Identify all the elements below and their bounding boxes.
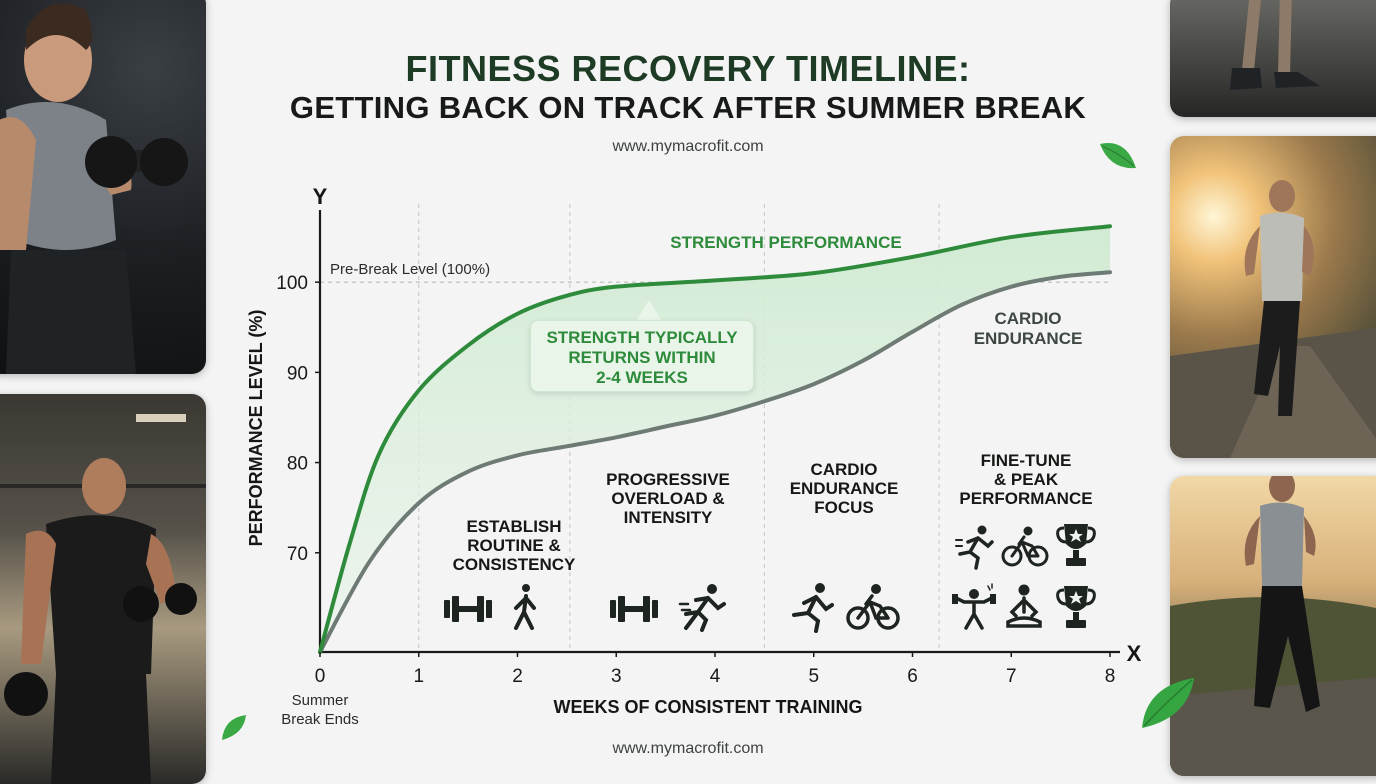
- photo-woman-running-sunset: [1170, 136, 1376, 458]
- x-tick-note-line2: Break Ends: [281, 711, 359, 728]
- phase-2-line-1: PROGRESSIVE: [606, 470, 730, 489]
- phase-1-line-2: ROUTINE &: [467, 536, 561, 555]
- walking-icon: [514, 584, 536, 630]
- phase-2-line-2: OVERLOAD &: [611, 489, 725, 508]
- phase-4-line-3: PERFORMANCE: [959, 489, 1093, 508]
- y-tick-label: 70: [287, 544, 308, 565]
- callout-line-3: 2-4 WEEKS: [596, 368, 688, 387]
- website-url-top: www.mymacrofit.com: [612, 138, 764, 155]
- y-tick-label: 100: [276, 273, 308, 294]
- callout-pointer: [637, 300, 661, 320]
- leaf-icon: [222, 715, 246, 740]
- phase-4-line-2: & PEAK: [993, 470, 1059, 489]
- website-url-bottom: www.mymacrofit.com: [612, 740, 764, 757]
- phase-3-line-3: FOCUS: [814, 498, 874, 517]
- x-tick-label: 4: [710, 666, 721, 687]
- strength-performance-line: [318, 224, 1112, 654]
- trophy-icon: [1056, 586, 1096, 628]
- strength-callout: STRENGTH TYPICALLY RETURNS WITHIN 2-4 WE…: [530, 320, 754, 392]
- y-axis-label: PERFORMANCE LEVEL (%): [246, 310, 266, 547]
- x-tick-label: 1: [413, 666, 424, 687]
- phase-label-3: CARDIO ENDURANCE FOCUS: [744, 460, 944, 517]
- x-tick-label: 8: [1105, 666, 1116, 687]
- cycling-icon: [846, 584, 900, 630]
- x-tick-note-line1: Summer: [292, 692, 349, 709]
- x-tick-label: 3: [611, 666, 622, 687]
- leaf-icon: [1142, 678, 1194, 728]
- cardio-series-label-line1: CARDIO: [994, 309, 1061, 328]
- phase-label-2: PROGRESSIVE OVERLOAD & INTENSITY: [568, 470, 768, 527]
- phase-3-line-2: ENDURANCE: [789, 479, 899, 498]
- reference-line-label: Pre-Break Level (100%): [330, 261, 490, 278]
- phase-label-4: FINE-TUNE & PEAK PERFORMANCE: [926, 451, 1126, 508]
- chart-subtitle: GETTING BACK ON TRACK AFTER SUMMER BREAK: [289, 90, 1087, 125]
- weightlifting-icon: [952, 583, 996, 630]
- woman-running-road-illustration: [1170, 180, 1376, 458]
- y-tick-label: 80: [287, 454, 308, 475]
- x-tick-label: 7: [1006, 666, 1017, 687]
- running-icon: [792, 583, 834, 633]
- cycling-icon: [1001, 526, 1049, 567]
- photo-woman-running-trail: [1170, 476, 1376, 776]
- photo-runner-legs: [1170, 0, 1376, 117]
- x-tick-label: 0: [315, 666, 326, 687]
- man-dumbbells-illustration: [0, 414, 206, 784]
- callout-line-2: RETURNS WITHIN: [568, 348, 716, 367]
- cardio-series-label-line2: ENDURANCE: [974, 329, 1083, 348]
- woman-dumbbell-illustration: [0, 3, 188, 374]
- phase-1-line-1: ESTABLISH: [466, 517, 562, 536]
- photo-man-dumbbells: [0, 394, 206, 784]
- phase-4-line-1: FINE-TUNE: [980, 451, 1072, 470]
- phase-2-line-3: INTENSITY: [623, 508, 713, 527]
- x-tick-label: 6: [907, 666, 918, 687]
- dumbbell-icon: [444, 596, 492, 622]
- runner-legs-illustration: [1230, 0, 1320, 90]
- y-tick-label: 90: [287, 363, 308, 384]
- trophy-icon: [1056, 524, 1096, 566]
- meditation-icon: [1006, 584, 1042, 628]
- dumbbell-icon: [610, 596, 658, 622]
- phase-3-line-1: CARDIO: [810, 460, 878, 479]
- x-tick-label: 5: [808, 666, 819, 687]
- woman-running-trail-illustration: [1170, 476, 1376, 776]
- y-axis-letter: Y: [313, 184, 328, 209]
- strength-series-label: STRENGTH PERFORMANCE: [670, 233, 901, 252]
- x-tick-label: 2: [512, 666, 523, 687]
- running-icon: [678, 584, 726, 632]
- x-axis-letter: X: [1127, 641, 1142, 666]
- phase-label-1: ESTABLISH ROUTINE & CONSISTENCY: [414, 517, 614, 574]
- photo-woman-dumbbell-curl: [0, 0, 206, 374]
- callout-line-1: STRENGTH TYPICALLY: [546, 328, 738, 347]
- phase-1-line-3: CONSISTENCY: [452, 555, 576, 574]
- chart-title: FITNESS RECOVERY TIMELINE:: [405, 48, 971, 89]
- sprinting-icon: [955, 525, 994, 570]
- leaf-icon: [1100, 143, 1136, 169]
- x-axis-label: WEEKS OF CONSISTENT TRAINING: [553, 697, 862, 717]
- area-between-curves: [320, 226, 1110, 652]
